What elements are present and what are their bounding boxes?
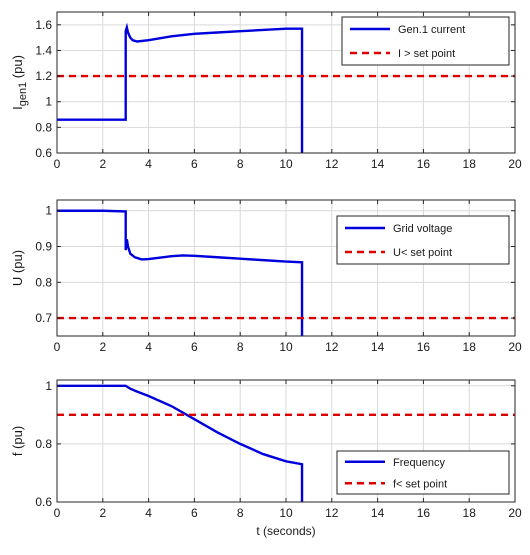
chart-panel-1: 0 2 4 6 8 10 12 14 16 18 20 0.6 0.8 1 1.2 1.4 1.6 Igen1 (…	[10, 11, 522, 171]
legend-entry: Gen.1 current	[398, 24, 465, 36]
y-tick-label: 1	[45, 204, 52, 218]
x-tick-label: 6	[191, 157, 198, 171]
x-tick-label: 2	[99, 340, 106, 354]
x-tick-label: 16	[417, 157, 431, 171]
x-tick-label: 18	[463, 506, 477, 520]
y-axis-label-unit: (pu)	[10, 55, 25, 82]
legend: Gen.1 current I > set point	[341, 16, 510, 66]
x-tick-label: 12	[325, 157, 339, 171]
y-tick-label: 0.8	[35, 275, 52, 289]
x-tick-label: 20	[508, 340, 522, 354]
y-axis-label: U (pu)	[10, 250, 25, 286]
x-tick-label: 16	[417, 506, 431, 520]
legend: Frequency f< set point	[336, 450, 510, 495]
x-tick-label: 6	[191, 340, 198, 354]
chart-panel-3: 0 2 4 6 8 10 12 14 16 18 20 0.6 0.8 1 f (pu) t (seconds…	[10, 379, 522, 538]
x-tick-label: 18	[463, 340, 477, 354]
x-tick-label: 14	[371, 340, 385, 354]
y-tick-label: 0.8	[35, 120, 52, 134]
x-axis-label: t (seconds)	[256, 524, 315, 538]
y-tick-label: 0.7	[35, 311, 52, 325]
series-line	[57, 209, 304, 336]
x-tick-label: 8	[237, 340, 244, 354]
legend-box	[336, 450, 510, 495]
series-line	[57, 384, 304, 502]
x-tick-label: 14	[371, 157, 385, 171]
legend-entry: Frequency	[393, 457, 445, 469]
x-tick-label: 10	[279, 157, 293, 171]
x-tick-label: 10	[279, 340, 293, 354]
y-tick-label: 1.6	[35, 18, 52, 32]
y-tick-label: 1.4	[35, 43, 52, 57]
x-tick-label: 12	[325, 340, 339, 354]
x-tick-label: 16	[417, 340, 431, 354]
y-tick-label: 1.2	[35, 69, 52, 83]
x-tick-label: 2	[99, 506, 106, 520]
legend-entry: f< set point	[393, 478, 447, 490]
x-tick-label: 4	[145, 506, 152, 520]
x-tick-label: 4	[145, 340, 152, 354]
x-tick-label: 4	[145, 157, 152, 171]
x-tick-label: 14	[371, 506, 385, 520]
y-tick-label: 0.6	[35, 495, 52, 509]
x-tick-label: 20	[508, 157, 522, 171]
legend-entry: U< set point	[393, 247, 452, 259]
x-tick-label: 10	[279, 506, 293, 520]
x-tick-label: 8	[237, 157, 244, 171]
y-tick-label: 0.8	[35, 437, 52, 451]
x-tick-label: 8	[237, 506, 244, 520]
series-line	[57, 22, 304, 153]
y-axis-label: Igen1 (pu)	[10, 55, 29, 110]
legend: Grid voltage U< set point	[336, 215, 510, 265]
x-tick-label: 6	[191, 506, 198, 520]
x-tick-label: 20	[508, 506, 522, 520]
y-tick-label: 0.9	[35, 240, 52, 254]
y-tick-label: 1	[45, 379, 52, 393]
x-tick-label: 12	[325, 506, 339, 520]
legend-entry: I > set point	[398, 48, 455, 60]
y-axis-label: f (pu)	[10, 426, 25, 456]
legend-box	[336, 215, 510, 265]
chart-panel-2: 0 2 4 6 8 10 12 14 16 18 20 0.7 0.8 0.9 1 U (pu) Grid vo…	[10, 199, 522, 354]
y-axis-label-main: I	[10, 106, 25, 110]
x-tick-label: 0	[54, 157, 61, 171]
x-tick-label: 0	[54, 506, 61, 520]
x-tick-label: 0	[54, 340, 61, 354]
x-tick-label: 18	[463, 157, 477, 171]
y-tick-label: 1	[45, 95, 52, 109]
legend-entry: Grid voltage	[393, 223, 452, 235]
x-tick-label: 2	[99, 157, 106, 171]
y-tick-label: 0.6	[35, 146, 52, 160]
y-axis-label-subscript: gen1	[17, 82, 29, 106]
legend-box	[341, 16, 510, 66]
